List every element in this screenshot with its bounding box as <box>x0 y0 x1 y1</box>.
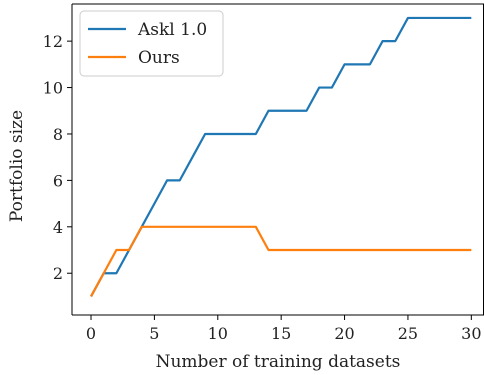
legend: Askl 1.0 Ours <box>79 10 224 77</box>
x-tick-label: 5 <box>149 324 159 343</box>
y-axis-label: Portfolio size <box>7 110 27 222</box>
legend-label-1: Ours <box>138 48 180 68</box>
legend-label-0: Askl 1.0 <box>137 20 207 40</box>
y-tick-label: 2 <box>53 264 63 283</box>
x-tick-label: 25 <box>398 324 418 343</box>
x-tick-label: 30 <box>461 324 481 343</box>
y-tick-label: 8 <box>53 125 63 144</box>
y-tick-label: 12 <box>43 32 63 51</box>
y-tick-label: 10 <box>43 79 63 98</box>
y-tick-label: 4 <box>53 218 63 237</box>
legend-box <box>79 10 224 77</box>
y-tick-label: 6 <box>53 171 63 190</box>
x-tick-label: 20 <box>334 324 354 343</box>
plot-area <box>90 16 472 297</box>
x-tick-label: 0 <box>86 324 96 343</box>
x-tick-label: 15 <box>271 324 291 343</box>
series-line-1 <box>90 225 472 297</box>
x-tick-label: 10 <box>208 324 228 343</box>
series-line-0 <box>90 16 472 297</box>
x-axis-label: Number of training datasets <box>156 352 401 372</box>
